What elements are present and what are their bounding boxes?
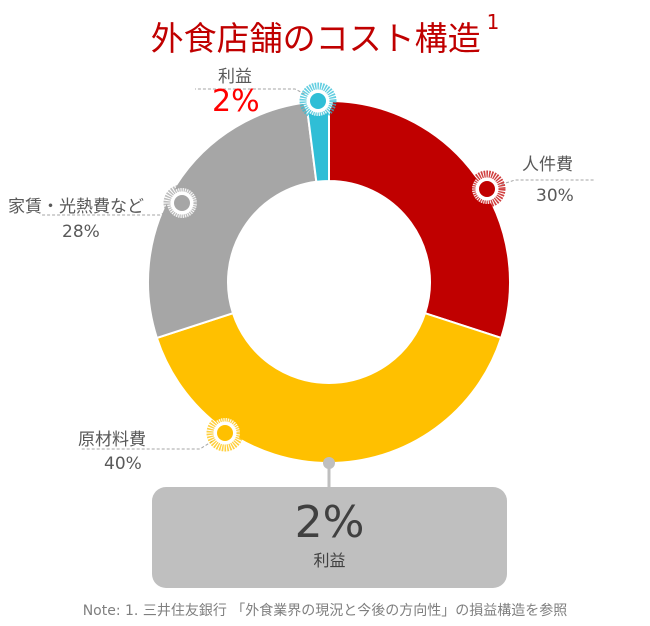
chart-title: 外食店舗のコスト構造 1 — [150, 10, 500, 58]
value-labor: 30% — [536, 186, 574, 206]
leader-profit — [195, 88, 319, 102]
footnote: Note: 1. 三井住友銀行 「外食業界の現況と今後の方向性」の損益構造を参照 — [82, 603, 568, 619]
donut-segment-materials — [155, 311, 503, 464]
value-rent: 28% — [62, 222, 100, 242]
value-materials: 40% — [104, 454, 142, 474]
callout-value: 2% — [294, 497, 365, 548]
profit-callout-box: 2% 利益 — [152, 487, 507, 588]
label-rent: 家賃・光熱費など — [8, 197, 144, 217]
leader-rent — [40, 202, 183, 216]
callout-connector-dot — [323, 457, 335, 469]
marker-dot-rent — [174, 195, 190, 211]
title-footnote-mark: 1 — [486, 10, 500, 34]
label-profit: 利益 — [218, 67, 252, 87]
label-materials: 原材料費 — [78, 430, 146, 450]
callout-label: 利益 — [313, 551, 346, 570]
marker-dot-materials — [217, 425, 233, 441]
value-profit: 2% — [212, 84, 260, 119]
donut-segment-labor — [328, 99, 511, 340]
leader-labor — [486, 179, 595, 190]
donut-segment-rent — [147, 101, 318, 340]
marker-dot-profit — [310, 93, 326, 109]
label-labor: 人件費 — [522, 155, 573, 175]
marker-dot-labor — [479, 181, 495, 197]
